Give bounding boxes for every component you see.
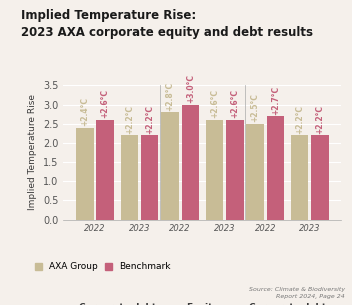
- Text: +2.8°C: +2.8°C: [165, 81, 175, 111]
- Text: +2.2°C: +2.2°C: [315, 105, 325, 134]
- Text: Equity: Equity: [186, 303, 219, 305]
- Bar: [291, 135, 308, 220]
- Bar: [246, 124, 264, 220]
- Text: +2.6°C: +2.6°C: [230, 89, 239, 118]
- Text: +2.6°C: +2.6°C: [210, 89, 219, 118]
- Text: Source: Climate & Biodiversity
Report 2024, Page 24: Source: Climate & Biodiversity Report 20…: [249, 287, 345, 299]
- Bar: [141, 135, 158, 220]
- Text: Corporate debt: Corporate debt: [78, 303, 156, 305]
- Text: +2.2°C: +2.2°C: [125, 105, 134, 134]
- Text: +2.2°C: +2.2°C: [145, 105, 154, 134]
- Y-axis label: Implied Temperature Rise: Implied Temperature Rise: [29, 95, 37, 210]
- Text: Implied Temperature Rise:
2023 AXA corporate equity and debt results: Implied Temperature Rise: 2023 AXA corpo…: [21, 9, 313, 39]
- Bar: [226, 120, 244, 220]
- Text: +2.5°C: +2.5°C: [251, 93, 260, 122]
- Text: +2.2°C: +2.2°C: [295, 105, 304, 134]
- Bar: [76, 127, 94, 220]
- Legend: AXA Group, Benchmark: AXA Group, Benchmark: [34, 262, 171, 271]
- Bar: [311, 135, 329, 220]
- Bar: [206, 120, 223, 220]
- Bar: [267, 116, 284, 220]
- Bar: [96, 120, 114, 220]
- Text: +2.7°C: +2.7°C: [271, 85, 280, 115]
- Text: +2.6°C: +2.6°C: [101, 89, 109, 118]
- Bar: [182, 105, 199, 220]
- Text: +2.4°C: +2.4°C: [80, 97, 89, 126]
- Text: +3.0°C: +3.0°C: [186, 74, 195, 103]
- Text: Corporate debt
& equity: Corporate debt & equity: [249, 303, 326, 305]
- Bar: [120, 135, 138, 220]
- Bar: [161, 112, 179, 220]
